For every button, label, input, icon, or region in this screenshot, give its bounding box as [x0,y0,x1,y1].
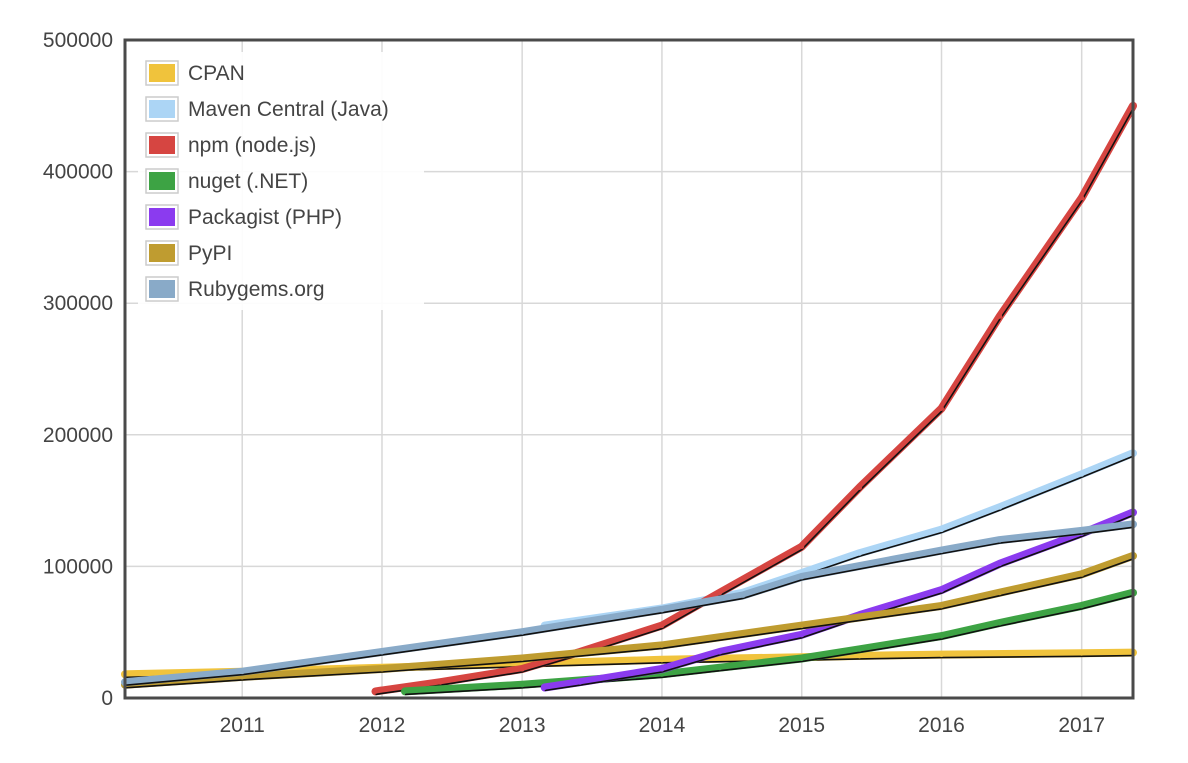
data-point [997,537,1003,543]
data-point [239,669,245,675]
data-point [437,679,443,685]
data-point [1079,195,1085,201]
data-point [939,652,945,658]
legend-background [138,52,424,310]
y-tick-label: 200000 [43,424,113,447]
data-point [997,504,1003,510]
legend-label: Maven Central (Java) [188,98,389,121]
legend-swatch [149,136,175,154]
x-axis: 2011 2012 2013 2014 2015 2016 2017 [220,714,1105,737]
legend-swatch [149,172,175,190]
y-tick-label: 300000 [43,292,113,315]
data-point [997,313,1003,319]
data-point [372,688,378,694]
data-point [1079,528,1085,534]
series-line [371,101,1137,696]
series-6 [121,520,1137,687]
data-point [542,684,548,690]
data-point [717,649,723,655]
legend-swatch [149,280,175,298]
data-point [659,657,665,663]
data-point [939,587,945,593]
data-point [939,633,945,639]
data-point [939,527,945,533]
x-tick-label: 2015 [778,714,825,737]
data-point [519,629,525,635]
legend-label: Rubygems.org [188,278,325,301]
data-point [717,665,723,671]
legend-swatch [149,208,175,226]
data-point [519,666,525,672]
data-point [939,405,945,411]
data-point [857,550,863,556]
x-tick-label: 2013 [499,714,546,737]
legend-label: npm (node.js) [188,134,316,157]
data-point [799,632,805,638]
data-point [740,592,746,598]
data-point [857,484,863,490]
data-point [1079,650,1085,656]
data-point [939,603,945,609]
series-trend-line [375,108,1134,696]
series-trend-line [124,558,1134,689]
data-point [939,548,945,554]
series-trend-line [124,526,1134,686]
data-point [997,590,1003,596]
data-point [659,666,665,672]
y-tick-label: 100000 [43,555,113,578]
data-point [659,642,665,648]
data-point [519,682,525,688]
data-point [1079,571,1085,577]
legend-label: nuget (.NET) [188,170,308,193]
data-point [577,679,583,685]
legend-label: Packagist (PHP) [188,206,342,229]
data-point [857,646,863,652]
data-point [997,561,1003,567]
legend-label: CPAN [188,62,245,85]
data-point [1079,603,1085,609]
data-point [402,688,408,694]
y-axis: 0 100000 200000 300000 400000 500000 [43,29,113,710]
data-point [379,649,385,655]
series-layer [121,101,1137,696]
series-trend-line [544,514,1134,692]
x-tick-label: 2017 [1058,714,1105,737]
data-point [799,656,805,662]
x-tick-label: 2016 [918,714,965,737]
legend-swatch [149,100,175,118]
legend-swatch [149,244,175,262]
data-point [717,590,723,596]
x-tick-label: 2014 [639,714,686,737]
data-point [799,544,805,550]
data-point [1079,471,1085,477]
series-line [121,551,1137,689]
data-point [659,623,665,629]
data-point [659,607,665,613]
legend-label: PyPI [188,242,232,265]
y-tick-label: 400000 [43,161,113,184]
x-tick-label: 2012 [359,714,406,737]
y-tick-label: 0 [101,687,113,710]
data-point [519,656,525,662]
data-point [379,666,385,672]
x-tick-label: 2011 [220,714,265,737]
legend-swatch [149,64,175,82]
data-point [857,653,863,659]
y-tick-label: 500000 [43,29,113,52]
series-5 [121,551,1137,689]
plot-frame [123,38,1135,700]
legend: CPAN Maven Central (Java) npm (node.js) nug… [138,52,424,310]
data-point [799,574,805,580]
data-point [799,623,805,629]
data-point [997,620,1003,626]
